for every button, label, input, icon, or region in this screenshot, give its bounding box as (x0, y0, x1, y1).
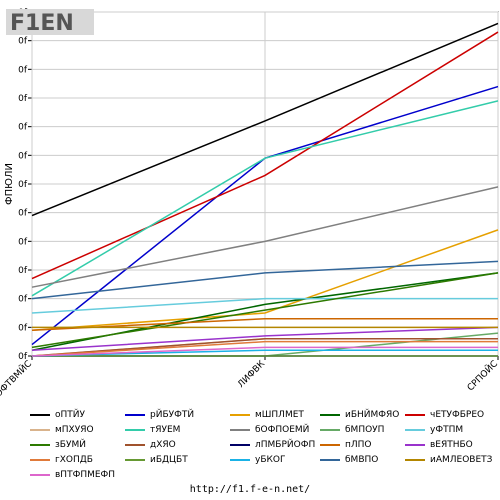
legend-swatch (230, 429, 250, 431)
legend-label: тЯУЕМ (150, 425, 181, 435)
legend-label: иБДЦБТ (150, 455, 188, 465)
series-line (31, 260, 499, 300)
legend-swatch (230, 444, 250, 446)
legend-swatch (30, 429, 50, 431)
legend-item: вПТФПМЕФП (30, 468, 115, 482)
legend-label: вЕЯТНБО (430, 440, 473, 450)
y-tick-label: 0f (18, 266, 28, 276)
y-tick-label: 0f (18, 295, 28, 305)
series-line (31, 317, 498, 331)
legend-swatch (320, 429, 340, 431)
legend-swatch (125, 429, 145, 431)
series-line (31, 349, 498, 357)
legend-swatch (30, 459, 50, 461)
legend-item: лПМБРЙОФП (230, 438, 315, 452)
legend-label: мШПЛМЕТ (255, 410, 304, 420)
legend-item: уФТПМ (405, 423, 463, 437)
legend-item: чЕТУФБРЕО (405, 408, 484, 422)
series-line (31, 326, 499, 352)
legend-item: гХОПДБ (30, 453, 93, 467)
x-tick-label: ЮФТВМЙС (0, 358, 34, 402)
y-tick-label: 0f (18, 237, 28, 247)
legend-swatch (320, 444, 340, 446)
legend-label: иБНЙМФЯО (345, 410, 400, 420)
legend-label: иАМЛЕОВЕТЗ (430, 455, 493, 465)
legend-item: тЯУЕМ (125, 423, 180, 437)
legend-item: рЙБУФТЙ (125, 408, 194, 422)
legend-swatch (30, 474, 50, 476)
y-tick-label: 0f (18, 94, 28, 104)
y-tick-label: 0f (18, 65, 28, 75)
legend-swatch (405, 414, 425, 416)
legend-label: вПТФПМЕФП (55, 470, 116, 480)
legend-item: уБКОГ (230, 453, 285, 467)
series-line (31, 22, 499, 217)
series-line (31, 272, 499, 349)
legend-item: иБНЙМФЯО (320, 408, 399, 422)
x-tick-label: СРПОЙС (464, 358, 500, 394)
legend-item: зБУМЙ (30, 438, 86, 452)
legend-label: дХЯО (150, 440, 176, 450)
series-line (31, 340, 498, 357)
legend-label: рЙБУФТЙ (150, 410, 195, 420)
legend-item: дХЯО (125, 438, 176, 452)
legend-item: бМВПО (320, 453, 378, 467)
series-line (31, 346, 498, 357)
legend-label: пЛПО (345, 440, 372, 450)
legend-swatch (320, 459, 340, 461)
series-line (31, 31, 499, 280)
legend-swatch (30, 444, 50, 446)
legend-item: иАМЛЕОВЕТЗ (405, 453, 492, 467)
y-axis-label: ФПЮЛИ (4, 163, 15, 205)
legend-item: мШПЛМЕТ (230, 408, 304, 422)
series-line (31, 297, 498, 314)
legend-item: мПХУЯО (30, 423, 94, 437)
legend-item: иБДЦБТ (125, 453, 188, 467)
series-line (31, 338, 498, 357)
logo-text: F1EN (10, 11, 74, 36)
legend-swatch (405, 444, 425, 446)
series-line (31, 100, 499, 297)
legend-swatch (405, 459, 425, 461)
legend-item: пЛПО (320, 438, 372, 452)
legend-swatch (125, 414, 145, 416)
legend-swatch (405, 429, 425, 431)
legend-item: бМПОУП (320, 423, 384, 437)
legend-swatch (320, 414, 340, 416)
legend-label: бМВПО (345, 455, 379, 465)
legend-item: бОФПОЕМЙ (230, 423, 309, 437)
legend-label: мПХУЯО (55, 425, 94, 435)
legend-item: оПТЙУ (30, 408, 85, 422)
y-tick-label: 0f (18, 151, 28, 161)
y-tick-label: 0f (18, 352, 28, 362)
series-line (31, 229, 499, 331)
legend-label: уБКОГ (255, 455, 286, 465)
legend-label: бМПОУП (345, 425, 385, 435)
legend-label: чЕТУФБРЕО (430, 410, 485, 420)
source-url: http://f1.f-e-n.net/ (189, 484, 311, 495)
legend-label: уФТПМ (430, 425, 464, 435)
y-tick-label: 0f (18, 209, 28, 219)
legend-swatch (230, 459, 250, 461)
y-tick-label: 0f (18, 37, 28, 47)
legend-swatch (125, 459, 145, 461)
legend-swatch (125, 444, 145, 446)
legend-item: вЕЯТНБО (405, 438, 473, 452)
y-tick-label: 0f (18, 180, 28, 190)
y-tick-label: 0f (18, 123, 28, 133)
legend-label: бОФПОЕМЙ (255, 425, 310, 435)
series-line (31, 186, 499, 288)
legend-swatch (30, 414, 50, 416)
legend-swatch (230, 414, 250, 416)
legend-label: зБУМЙ (55, 440, 86, 450)
x-tick-label: ЛИФВК (236, 359, 267, 390)
legend-label: гХОПДБ (55, 455, 93, 465)
f1en-logo: F1EN (6, 6, 98, 38)
legend-label: оПТЙУ (55, 410, 85, 420)
y-tick-label: 0f (18, 323, 28, 333)
legend-label: лПМБРЙОФП (255, 440, 316, 450)
